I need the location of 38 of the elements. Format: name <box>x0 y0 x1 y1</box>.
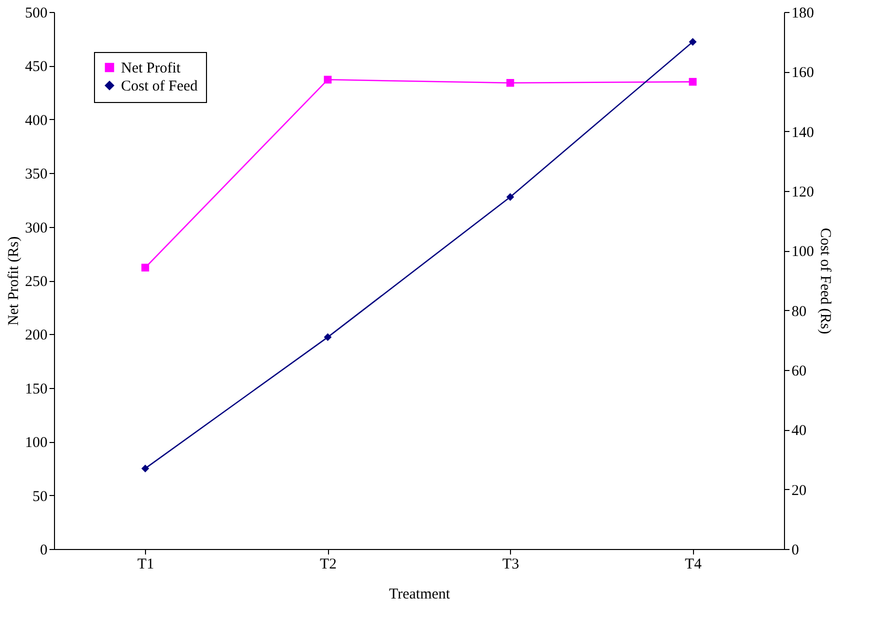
y2-tick-label: 120 <box>792 184 814 200</box>
point <box>688 78 697 86</box>
y2-tick-label: 40 <box>792 423 806 440</box>
point <box>506 79 514 87</box>
y-tick-label: 450 <box>25 59 48 76</box>
point <box>141 264 150 272</box>
y-tick-label: 100 <box>25 435 48 452</box>
point <box>506 193 514 201</box>
y2-axis-title: Cost of Feed (Rs) <box>817 228 833 334</box>
y2-tick-label: 140 <box>792 124 814 141</box>
y-tick-label: 400 <box>25 112 48 129</box>
x-axis-title: Treatment <box>388 586 451 602</box>
y-tick-label: 350 <box>25 166 48 183</box>
y-tick-label: 200 <box>25 328 48 344</box>
point <box>688 38 697 46</box>
y-tick-label: 50 <box>32 488 48 505</box>
y-tick-label: 0 <box>40 542 48 558</box>
y-tick-label: 250 <box>25 274 48 290</box>
legend-label: Cost of Feed <box>121 78 198 94</box>
x-tick-label: T2 <box>320 556 337 572</box>
x-tick-label: T4 <box>684 556 702 572</box>
y-tick-label: 500 <box>25 6 48 22</box>
y2-tick-label: 0 <box>792 542 799 558</box>
point <box>324 333 332 342</box>
y2-tick-label: 180 <box>792 6 814 22</box>
y-tick-label: 300 <box>25 220 48 236</box>
y-axis-title: Net Profit (Rs) <box>6 236 22 326</box>
y2-tick-label: 100 <box>792 244 814 260</box>
y2-tick-label: 20 <box>792 482 806 499</box>
y-tick-label: 150 <box>25 381 48 398</box>
y2-tick-label: 80 <box>792 304 806 320</box>
y2-tick-label: 60 <box>792 364 806 380</box>
legend-label: Net Profit <box>121 60 182 76</box>
point <box>324 76 332 84</box>
y2-tick-label: 160 <box>792 65 814 82</box>
x-tick-label: T1 <box>137 556 154 572</box>
point <box>141 464 150 472</box>
x-tick-label: T3 <box>502 556 520 572</box>
